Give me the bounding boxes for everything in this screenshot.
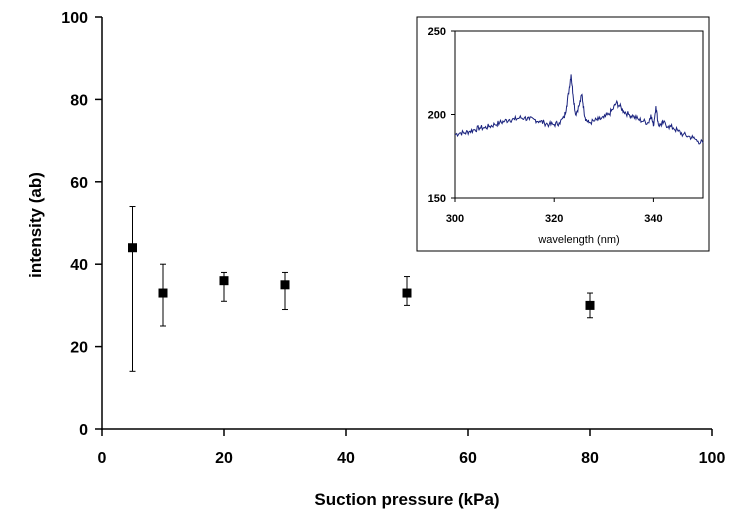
y-tick-label: 60 [70, 175, 88, 192]
x-tick-label: 80 [581, 450, 599, 467]
y-tick-label: 80 [70, 92, 88, 109]
data-point [158, 288, 168, 298]
data-point [128, 243, 137, 253]
inset-x-tick-label: 300 [446, 213, 464, 225]
inset-x-tick-label: 320 [545, 213, 563, 225]
x-tick-label: 0 [98, 450, 107, 467]
x-tick-label: 40 [337, 450, 355, 467]
inset-x-axis-title: wavelength (nm) [537, 234, 619, 246]
inset-y-tick-label: 150 [428, 193, 446, 205]
x-axis-title: Suction pressure (kPa) [314, 490, 499, 509]
data-point [585, 300, 595, 310]
data-point [219, 276, 229, 286]
y-axis-title: intensity (ab) [26, 172, 45, 278]
data-point [280, 280, 290, 290]
x-tick-label: 20 [215, 450, 233, 467]
spectrum-line [454, 74, 704, 145]
y-tick-label: 100 [61, 10, 88, 27]
y-tick-label: 40 [70, 257, 88, 274]
x-tick-label: 60 [459, 450, 477, 467]
inset-x-tick-label: 340 [644, 213, 662, 225]
inset-chart: 300 320 340 150 200 250 wavelength (nm) [416, 16, 710, 252]
y-tick-label: 0 [79, 422, 88, 439]
inset-y-tick-label: 250 [428, 26, 446, 38]
inset-y-tick-label: 200 [428, 110, 446, 122]
y-tick-label: 20 [70, 340, 88, 357]
x-tick-label: 100 [699, 450, 726, 467]
main-chart: 0 20 40 60 80 100 0 20 40 60 80 100 Suction pressure… [26, 10, 725, 509]
data-point [402, 288, 412, 298]
